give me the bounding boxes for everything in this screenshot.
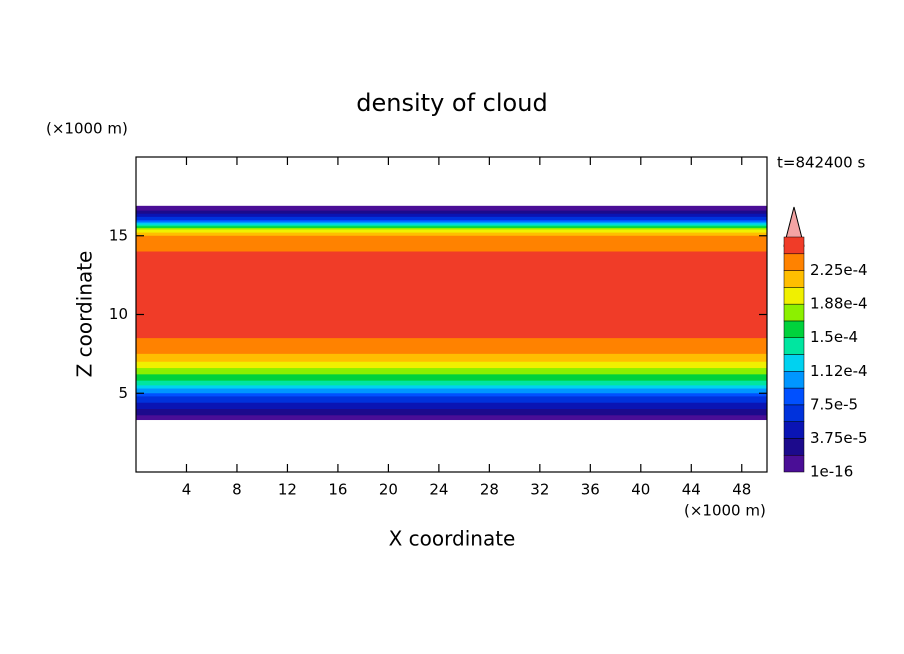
x-tick-label: 36	[581, 481, 600, 499]
colorbar-swatch	[783, 320, 805, 338]
x-tick-label: 8	[232, 481, 242, 499]
colorbar-swatch	[783, 438, 805, 456]
colorbar-tick-label: 7.5e-5	[810, 395, 858, 413]
colorbar-swatch	[783, 236, 805, 255]
colorbar-tick-label: 1.5e-4	[810, 328, 858, 346]
colorbar-swatch	[783, 454, 805, 473]
colorbar-tick-label: 1.88e-4	[810, 295, 868, 313]
x-tick-label: 44	[682, 481, 701, 499]
x-unit: (×1000 m)	[684, 502, 766, 520]
x-tick-label: 48	[732, 481, 751, 499]
colorbar-swatch	[783, 354, 805, 372]
colorbar-swatch	[783, 337, 805, 355]
x-tick-label: 24	[429, 481, 448, 499]
y-axis-label: Z coordinate	[73, 251, 97, 378]
x-axis-label: X coordinate	[389, 527, 516, 551]
colorbar-swatch	[783, 421, 805, 439]
colorbar-swatch	[783, 387, 805, 406]
colorbar-swatch	[783, 270, 805, 288]
chart-title: density of cloud	[356, 89, 547, 117]
x-tick-label: 28	[480, 481, 499, 499]
y-tick-label: 10	[109, 305, 128, 323]
time-annotation: t=842400 s	[777, 154, 865, 172]
colorbar-swatch	[783, 404, 805, 422]
colorbar-tick-label: 3.75e-5	[810, 429, 868, 447]
contour-field	[136, 205, 767, 421]
y-tick-label: 5	[118, 384, 128, 402]
colorbar-swatch	[783, 371, 805, 389]
colorbar-swatch	[783, 253, 805, 271]
colorbar-tick-label: 1e-16	[810, 463, 853, 481]
y-unit: (×1000 m)	[46, 120, 128, 138]
x-tick-label: 4	[182, 481, 192, 499]
colorbar-swatch	[783, 303, 805, 322]
y-tick-label: 15	[109, 226, 128, 244]
x-tick-label: 16	[328, 481, 347, 499]
x-tick-label: 32	[530, 481, 549, 499]
x-tick-label: 12	[278, 481, 297, 499]
colorbar-tick-label: 1.12e-4	[810, 362, 868, 380]
contour-band	[136, 251, 767, 339]
colorbar-swatch	[783, 287, 805, 305]
colorbar-tick-label: 2.25e-4	[810, 261, 868, 279]
x-tick-label: 20	[379, 481, 398, 499]
x-tick-label: 40	[631, 481, 650, 499]
